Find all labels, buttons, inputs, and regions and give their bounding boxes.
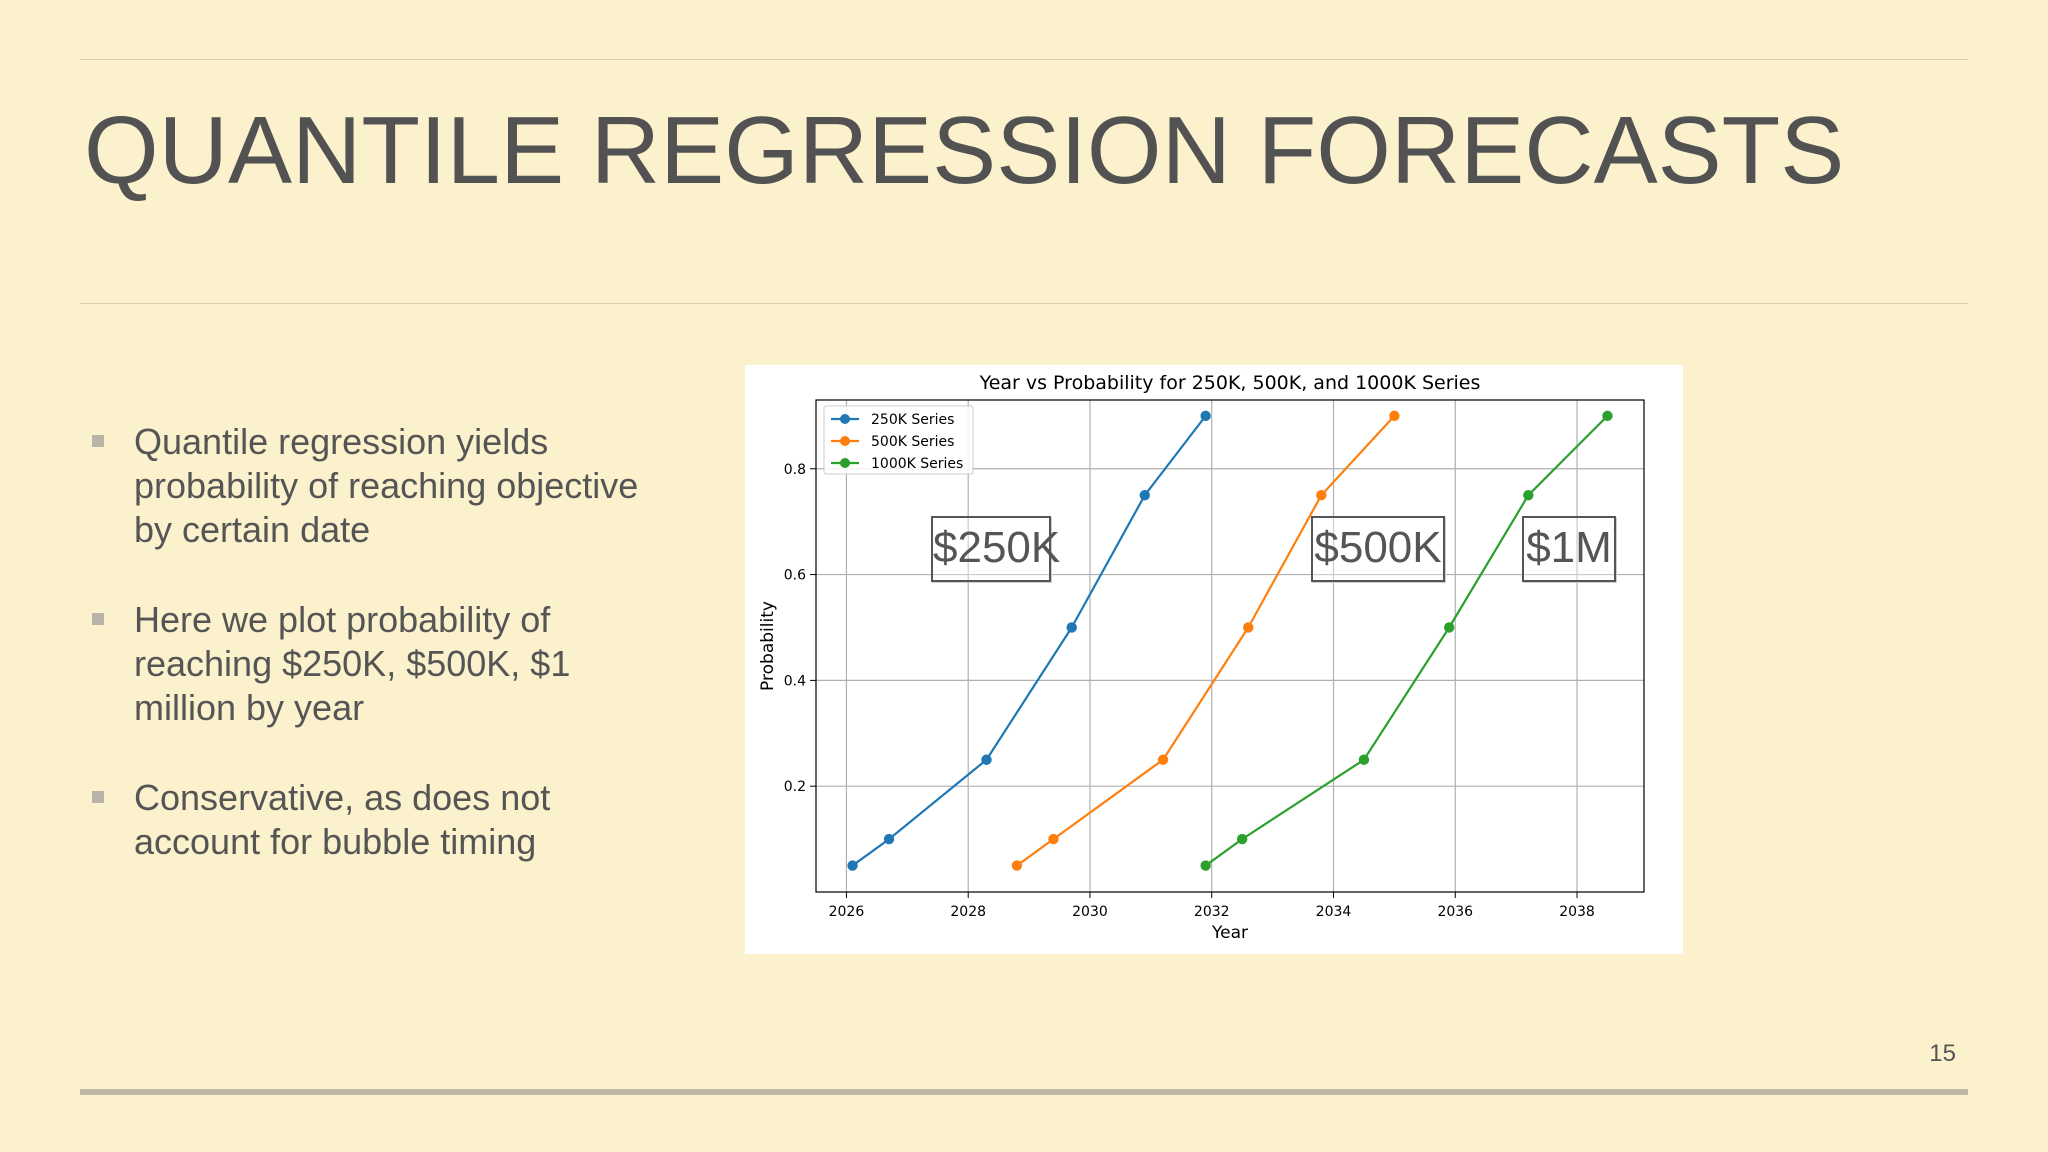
legend-label-250k-series: 250K Series (871, 412, 954, 428)
data-point-500k-series (1048, 833, 1059, 845)
y-tick-label: 0.8 (784, 462, 806, 478)
data-point-250k-series (1066, 622, 1077, 633)
x-axis-ticks: 2026 2028 2030 2032 2034 2036 2038 (829, 892, 1595, 920)
y-axis-label: Probability (758, 601, 778, 691)
overlay-label-500k: $500K (1311, 516, 1445, 582)
bullet-item: Quantile regression yields probability o… (90, 420, 650, 552)
data-point-500k-series (1316, 490, 1327, 501)
data-point-500k-series (1243, 622, 1254, 633)
title-divider (80, 303, 1968, 304)
bullet-text: Conservative, as does not account for bu… (134, 777, 551, 862)
data-point-1000k-series (1523, 490, 1534, 501)
chart-series-lines (851, 415, 1609, 867)
y-axis-ticks: 0.2 0.4 0.6 0.8 (784, 462, 816, 795)
data-point-500k-series (1389, 410, 1400, 422)
bullet-text: Here we plot probability of reaching $25… (134, 599, 571, 728)
chart-panel: Year vs Probability for 250K, 500K, and … (745, 365, 1683, 954)
square-bullet-icon (92, 791, 104, 803)
bullet-item: Conservative, as does not account for bu… (90, 776, 650, 864)
data-point-250k-series (981, 754, 992, 765)
y-tick-label: 0.2 (784, 779, 806, 795)
data-point-1000k-series (1443, 622, 1455, 633)
plot-frame (815, 399, 1645, 893)
bullet-list: Quantile regression yields probability o… (90, 420, 650, 910)
x-tick-label: 2032 (1194, 904, 1230, 920)
series-line-250k-series (851, 415, 1207, 867)
y-tick-label: 0.4 (784, 673, 806, 689)
data-point-1000k-series (1358, 754, 1370, 765)
data-point-1000k-series (1602, 410, 1613, 422)
chart-series-points (847, 410, 1613, 871)
x-tick-label: 2030 (1072, 904, 1108, 920)
legend-frame (823, 405, 974, 475)
data-point-250k-series (1139, 490, 1150, 501)
overlay-label-1m: $1M (1522, 516, 1616, 582)
x-tick-label: 2036 (1437, 904, 1473, 920)
slide-title: QUANTILE REGRESSION FORECASTS (84, 97, 1845, 204)
square-bullet-icon (92, 613, 104, 625)
series-line-500k-series (1016, 415, 1396, 867)
line-chart: Year vs Probability for 250K, 500K, and … (758, 372, 1645, 943)
x-tick-label: 2034 (1316, 904, 1352, 920)
data-point-250k-series (1200, 410, 1211, 422)
page-number: 15 (1929, 1040, 1956, 1067)
data-point-500k-series (1011, 860, 1023, 871)
x-tick-label: 2038 (1559, 904, 1595, 920)
bullet-item: Here we plot probability of reaching $25… (90, 598, 650, 730)
square-bullet-icon (92, 435, 104, 447)
chart-title: Year vs Probability for 250K, 500K, and … (979, 372, 1481, 394)
bullet-text: Quantile regression yields probability o… (134, 421, 639, 550)
legend-swatch-marker-250k-series (840, 414, 850, 424)
data-point-250k-series (883, 833, 895, 845)
legend-label-500k-series: 500K Series (871, 434, 954, 450)
x-tick-label: 2026 (829, 904, 865, 920)
data-point-250k-series (847, 860, 858, 871)
x-axis-label: Year (1211, 923, 1248, 943)
legend-label-1000k-series: 1000K Series (871, 456, 963, 472)
top-rule (80, 59, 1968, 60)
bottom-rule (80, 1089, 1968, 1095)
legend-swatch-marker-1000k-series (840, 458, 850, 468)
series-line-1000k-series (1205, 415, 1609, 867)
data-point-1000k-series (1236, 833, 1248, 845)
data-point-1000k-series (1200, 860, 1211, 871)
overlay-label-250k: $250K (931, 516, 1060, 582)
x-tick-label: 2028 (950, 904, 986, 920)
chart-legend: 250K Series 500K Series 1000K Series (823, 405, 974, 475)
legend-swatch-marker-500k-series (840, 436, 850, 446)
y-tick-label: 0.6 (784, 568, 806, 584)
data-point-500k-series (1157, 754, 1169, 765)
